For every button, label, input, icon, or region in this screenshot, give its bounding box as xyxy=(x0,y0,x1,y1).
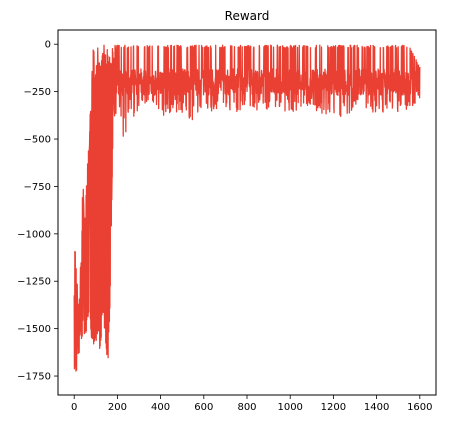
x-tick-label: 400 xyxy=(151,402,170,413)
x-tick-label: 0 xyxy=(71,402,77,413)
x-tick-label: 1200 xyxy=(321,402,346,413)
x-tick-label: 800 xyxy=(237,402,256,413)
x-tick-label: 1000 xyxy=(277,402,302,413)
chart-title: Reward xyxy=(225,9,270,23)
x-tick-label: 1400 xyxy=(364,402,389,413)
plot-frame xyxy=(57,29,437,396)
y-tick-label: 0 xyxy=(45,40,51,51)
y-tick-label: −250 xyxy=(24,87,51,98)
x-axis: 0 200 400 600 800 1000 1200 1400 1600 xyxy=(71,395,433,413)
y-tick-label: −1000 xyxy=(17,229,51,240)
y-tick-label: −1500 xyxy=(17,324,51,335)
y-tick-label: −750 xyxy=(24,182,51,193)
y-tick-label: −1250 xyxy=(17,277,51,288)
reward-series-line xyxy=(73,44,421,372)
x-tick-label: 1600 xyxy=(407,402,432,413)
y-tick-label: −500 xyxy=(24,135,51,146)
y-axis: 0 −250 −500 −750 −1000 −1250 −1500 −1750 xyxy=(17,40,58,383)
y-tick-label: −1750 xyxy=(17,372,51,383)
x-tick-label: 600 xyxy=(194,402,213,413)
plot-area xyxy=(73,44,421,372)
x-tick-label: 200 xyxy=(108,402,127,413)
